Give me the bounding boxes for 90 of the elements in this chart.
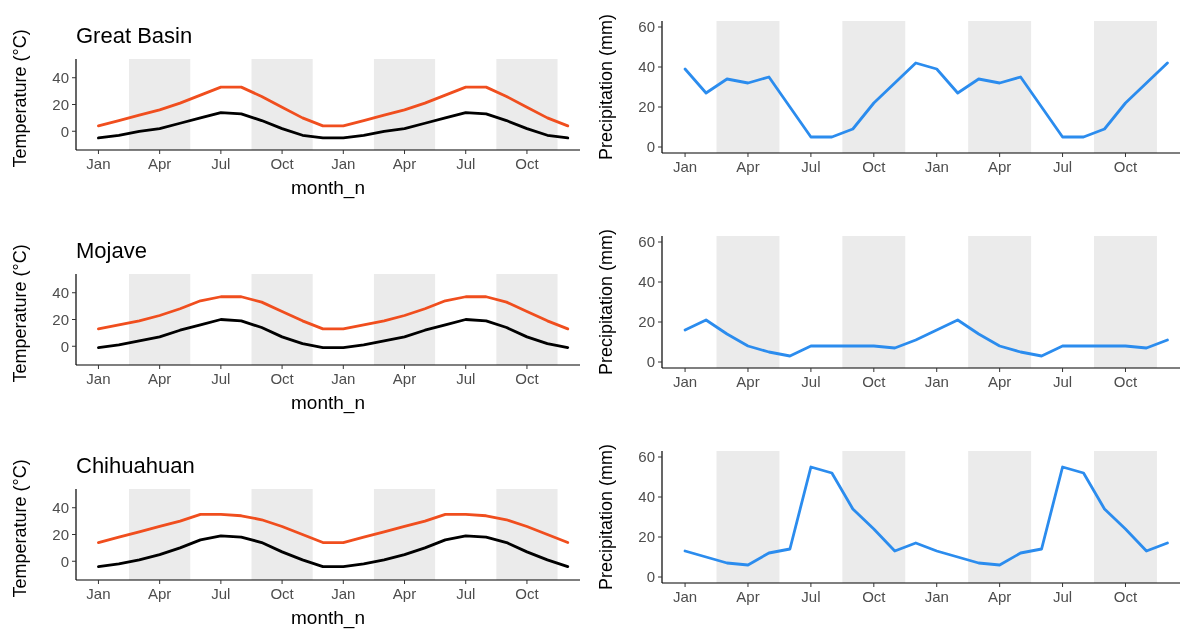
x-tick-label: Oct — [1113, 588, 1138, 605]
x-tick-label: Apr — [987, 373, 1012, 390]
y-tick-label: 20 — [52, 310, 69, 328]
y-tick-label: 60 — [638, 18, 655, 36]
x-tick-label: Oct — [270, 370, 295, 387]
x-tick-label: Jul — [456, 585, 476, 602]
x-tick-label: Jul — [801, 588, 821, 605]
x-tick-label: Jan — [924, 158, 949, 175]
x-tick-label: Jan — [672, 373, 698, 390]
x-tick-label: Apr — [736, 373, 760, 390]
x-tick-label: Jul — [211, 585, 231, 602]
x-tick-label: Oct — [515, 585, 540, 602]
x-tick-label: Jul — [801, 158, 821, 175]
line-series — [97, 85, 570, 128]
x-tick-label: Oct — [1113, 373, 1138, 390]
x-tick-label: Jan — [672, 588, 698, 605]
x-tick-label: Jan — [86, 370, 111, 387]
x-tick-label: Apr — [736, 588, 760, 605]
y-tick-label: 0 — [646, 138, 655, 156]
line-series — [683, 61, 1169, 139]
x-tick-label: Oct — [515, 370, 540, 387]
y-axis-title: Precipitation (mm) — [596, 13, 616, 161]
line-series — [97, 534, 570, 569]
line-series — [683, 318, 1169, 358]
x-tick-label: Oct — [1113, 158, 1138, 175]
x-tick-label: Apr — [736, 158, 760, 175]
x-tick-label: Apr — [392, 155, 417, 172]
y-tick-label: 0 — [60, 552, 69, 570]
line-series — [97, 111, 570, 140]
y-tick-label: 60 — [638, 448, 655, 466]
x-tick-label: Apr — [147, 585, 172, 602]
x-tick-label: Jul — [456, 370, 476, 387]
y-tick-label: 40 — [638, 273, 655, 291]
x-tick-label: Oct — [270, 585, 295, 602]
line-series — [97, 318, 570, 349]
y-axis-title: Temperature (°C) — [10, 459, 30, 598]
x-tick-label: Jan — [924, 373, 949, 390]
chart-title: Mojave — [76, 238, 147, 263]
x-tick-label: Apr — [147, 155, 172, 172]
x-tick-label: Apr — [392, 370, 417, 387]
x-tick-label: Jul — [211, 155, 231, 172]
y-tick-label: 20 — [52, 95, 69, 113]
x-tick-label: Oct — [862, 588, 887, 605]
y-tick-label: 40 — [638, 488, 655, 506]
y-tick-label: 20 — [638, 313, 655, 331]
x-axis-title: month_n — [291, 177, 365, 199]
line-series — [683, 465, 1169, 567]
x-tick-label: Jan — [672, 158, 698, 175]
line-series — [97, 295, 570, 331]
y-tick-label: 0 — [646, 568, 655, 586]
x-tick-label: Jul — [801, 373, 821, 390]
x-tick-label: Jul — [1052, 588, 1073, 605]
x-tick-label: Oct — [515, 155, 540, 172]
chart-title: Chihuahuan — [76, 453, 195, 478]
x-tick-label: Jan — [86, 585, 111, 602]
x-tick-label: Jul — [456, 155, 476, 172]
x-tick-label: Jan — [331, 155, 356, 172]
x-tick-label: Jul — [1052, 373, 1073, 390]
y-axis-title: Precipitation (mm) — [596, 443, 616, 591]
y-tick-label: 0 — [60, 337, 69, 355]
y-tick-label: 0 — [60, 122, 69, 140]
x-tick-label: Jul — [211, 370, 231, 387]
line-series — [97, 513, 570, 544]
y-tick-label: 60 — [638, 233, 655, 251]
y-tick-label: 20 — [638, 528, 655, 546]
x-tick-label: Apr — [987, 158, 1012, 175]
x-tick-label: Oct — [862, 158, 887, 175]
x-tick-label: Jul — [1052, 158, 1073, 175]
x-tick-label: Apr — [147, 370, 172, 387]
x-axis-title: month_n — [291, 392, 365, 414]
x-tick-label: Oct — [862, 373, 887, 390]
x-tick-label: Apr — [392, 585, 417, 602]
y-tick-label: 40 — [52, 283, 69, 301]
x-tick-label: Jan — [86, 155, 111, 172]
x-axis-title: month_n — [291, 607, 365, 629]
x-tick-label: Apr — [987, 588, 1012, 605]
y-tick-label: 40 — [52, 498, 69, 516]
y-axis-title: Temperature (°C) — [10, 29, 30, 168]
y-axis-title: Precipitation (mm) — [596, 228, 616, 376]
y-tick-label: 40 — [638, 58, 655, 76]
y-tick-label: 0 — [646, 353, 655, 371]
x-tick-label: Oct — [270, 155, 295, 172]
y-tick-label: 20 — [638, 98, 655, 116]
y-axis-title: Temperature (°C) — [10, 244, 30, 383]
y-tick-label: 20 — [52, 525, 69, 543]
x-tick-label: Jan — [331, 585, 356, 602]
chart-title: Great Basin — [76, 23, 193, 48]
x-tick-label: Jan — [331, 370, 356, 387]
y-tick-label: 40 — [52, 68, 69, 86]
x-tick-label: Jan — [924, 588, 949, 605]
